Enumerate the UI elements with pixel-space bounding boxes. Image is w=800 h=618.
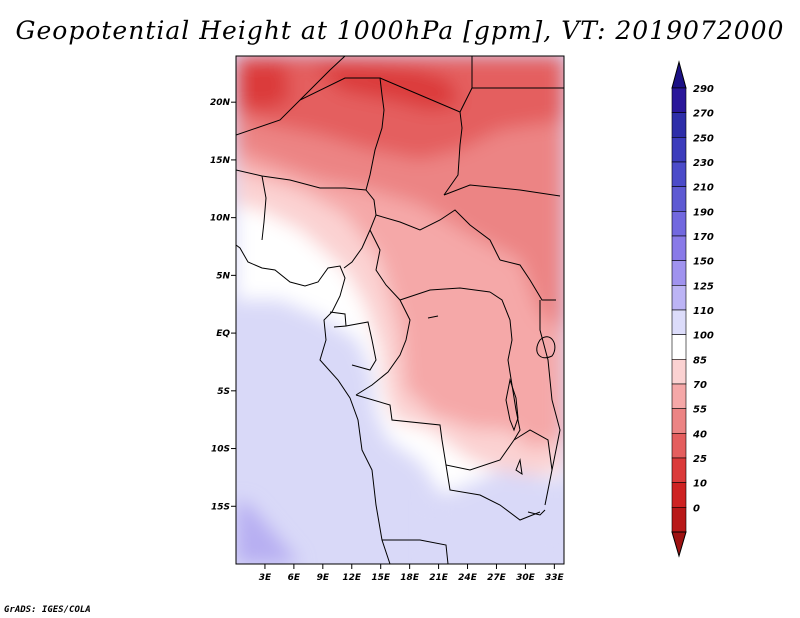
y-tick-label: EQ (216, 329, 230, 339)
x-tick-label: 18E (400, 573, 420, 583)
colorbar: 2902702502302101901701501251101008570554… (671, 60, 714, 558)
colorbar-label: 210 (693, 183, 714, 194)
colorbar-swatch (671, 211, 687, 237)
colorbar-swatch (671, 482, 687, 508)
colorbar-label: 250 (693, 133, 714, 144)
x-tick-label: 15E (371, 573, 391, 583)
y-tick-label: 20N (210, 98, 231, 108)
x-tick-label: 33E (545, 573, 565, 583)
x-tick-label: 21E (429, 573, 449, 583)
colorbar-swatch (671, 408, 687, 434)
colorbar-label: 230 (693, 158, 714, 169)
y-tick-label: 5S (217, 387, 230, 397)
colorbar-label: 10 (693, 479, 707, 490)
colorbar-label: 170 (693, 232, 714, 243)
colorbar-swatch (671, 433, 687, 459)
colorbar-label: 25 (693, 454, 707, 465)
x-tick-label: 30E (516, 573, 536, 583)
colorbar-swatch (671, 457, 687, 483)
colorbar-swatch (671, 285, 687, 311)
y-tick-label: 10N (210, 214, 231, 224)
colorbar-label: 110 (693, 306, 714, 317)
colorbar-label: 125 (693, 281, 714, 292)
colorbar-label: 0 (693, 503, 700, 514)
colorbar-label: 150 (693, 257, 714, 268)
colorbar-label: 270 (693, 109, 714, 120)
x-tick-label: 12E (342, 573, 362, 583)
chart-title: Geopotential Height at 1000hPa [gpm], VT… (15, 16, 785, 45)
colorbar-swatch (671, 359, 687, 385)
coastline-borders (236, 56, 564, 564)
colorbar-label: 55 (693, 405, 707, 416)
colorbar-swatch (671, 87, 687, 113)
x-tick-label: 9E (317, 573, 330, 583)
colorbar-swatch (671, 507, 687, 533)
colorbar-swatch (671, 161, 687, 187)
colorbar-swatch (671, 186, 687, 212)
colorbar-swatch (671, 334, 687, 360)
colorbar-label: 85 (693, 355, 707, 366)
colorbar-swatch (671, 309, 687, 335)
colorbar-label: 40 (692, 429, 707, 440)
colorbar-label: 290 (693, 84, 714, 95)
x-tick-label: 27E (487, 573, 507, 583)
y-tick-label: 15N (210, 156, 231, 166)
y-axis: 20N 15N 10N 5N EQ 5S 10S 15S (210, 98, 236, 512)
lakes (427, 315, 556, 516)
y-tick-label: 5N (216, 271, 230, 281)
x-tick-label: 6E (288, 573, 301, 583)
y-tick-label: 10S (211, 445, 230, 455)
colorbar-swatch (671, 112, 687, 138)
grads-credit: GrADS: IGES/COLA (4, 605, 91, 615)
plot-frame (235, 55, 565, 565)
colorbar-label: 70 (693, 380, 707, 391)
x-axis: 3E 6E 9E 12E 15E 18E 21E 24E 27E 30E 33E (259, 564, 565, 583)
colorbar-label: 190 (693, 207, 714, 218)
colorbar-swatch (671, 235, 687, 261)
height-field (236, 56, 564, 564)
colorbar-swatch (671, 137, 687, 163)
x-tick-label: 3E (259, 573, 272, 583)
colorbar-label: 100 (693, 331, 714, 342)
colorbar-swatch (671, 383, 687, 409)
colorbar-bottom-arrow (671, 531, 687, 558)
colorbar-top-arrow (671, 60, 687, 89)
y-tick-label: 15S (211, 502, 230, 512)
colorbar-swatch (671, 260, 687, 286)
x-tick-label: 24E (458, 573, 478, 583)
